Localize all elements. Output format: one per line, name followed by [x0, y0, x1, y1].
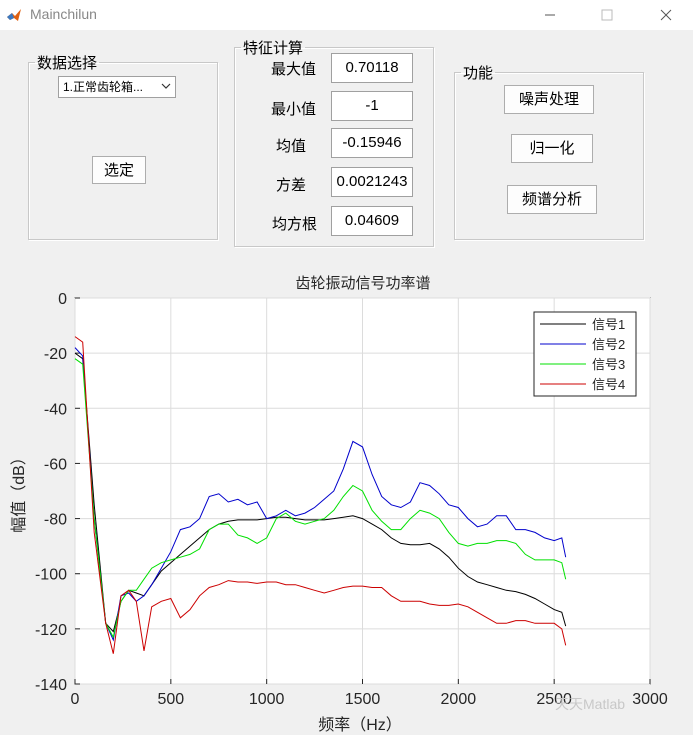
variance-label: 方差	[275, 176, 306, 194]
y-tick-label: -120	[35, 622, 67, 639]
chevron-down-icon	[161, 83, 171, 89]
min-label: 最小值	[270, 100, 316, 118]
legend-label-2: 信号2	[592, 337, 625, 352]
x-tick-label: 2500	[536, 691, 572, 708]
x-tick-label: 1000	[249, 691, 285, 708]
y-tick-label: -80	[44, 512, 67, 529]
y-tick-label: 0	[58, 291, 67, 308]
x-tick-label: 2000	[441, 691, 477, 708]
y-tick-label: -20	[44, 346, 67, 363]
data-dropdown-value: 1.正常齿轮箱...	[63, 80, 144, 94]
mean-label: 均值	[275, 137, 306, 155]
y-tick-label: -40	[44, 401, 67, 418]
series-line-4	[74, 336, 567, 654]
noise-processing-button[interactable]: 噪声处理	[504, 85, 594, 114]
window-title: Mainchilun	[30, 6, 97, 22]
function-panel-title: 功能	[463, 65, 494, 82]
y-tick-label: -100	[35, 567, 67, 584]
maximize-button[interactable]	[584, 0, 630, 30]
spectrum-analysis-button[interactable]: 频谱分析	[507, 185, 597, 214]
x-tick-label: 0	[71, 691, 80, 708]
rms-value-field[interactable]: 0.04609	[331, 206, 413, 236]
feature-panel: 特征计算	[234, 37, 434, 247]
x-tick-label: 1500	[345, 691, 381, 708]
data-selection-panel: 数据选择	[28, 52, 218, 240]
axis-ticks: 0 500 1000 1500 2000 2500 3000 0 -20 -40 -60 -80 -10…	[35, 291, 668, 708]
chart-legend: 信号1 信号2 信号3 信号4	[533, 311, 637, 397]
legend-label-1: 信号1	[592, 317, 625, 332]
normalize-button[interactable]: 归一化	[511, 134, 593, 163]
x-tick-label: 3000	[632, 691, 668, 708]
data-dropdown[interactable]: 1.正常齿轮箱...	[58, 76, 176, 98]
minimize-button[interactable]	[527, 0, 573, 30]
power-spectrum-chart: 齿轮振动信号功率谱 0 500 1000 1500 2000 2500 3000 0 -20 -4…	[10, 275, 668, 734]
data-selection-title: 数据选择	[37, 55, 98, 72]
y-axis-label: 幅值（dB）	[10, 449, 28, 533]
variance-value-field[interactable]: 0.0021243	[331, 167, 413, 197]
select-button[interactable]: 选定	[92, 156, 146, 184]
x-axis-label: 频率（Hz）	[318, 716, 402, 734]
close-icon	[660, 9, 672, 21]
title-bar: Mainchilun	[0, 0, 693, 30]
series-line-2	[74, 347, 567, 642]
y-tick-label: -140	[35, 677, 67, 694]
legend-label-3: 信号3	[592, 357, 625, 372]
legend-label-4: 信号4	[592, 377, 625, 392]
max-label: 最大值	[270, 60, 316, 78]
watermark: 天天Matlab	[555, 696, 626, 712]
function-panel: 功能	[454, 62, 644, 240]
rms-label: 均方根	[271, 215, 317, 233]
mean-value-field[interactable]: -0.15946	[331, 128, 413, 158]
maximize-icon	[601, 9, 613, 21]
close-button[interactable]	[643, 0, 689, 30]
min-value-field[interactable]: -1	[331, 91, 413, 121]
series-lines	[74, 336, 567, 654]
y-tick-label: -60	[44, 456, 67, 473]
series-line-3	[74, 358, 567, 639]
feature-panel-title: 特征计算	[243, 40, 304, 57]
minimize-icon	[545, 14, 555, 16]
max-value-field[interactable]: 0.70118	[331, 53, 413, 83]
matlab-logo-icon	[7, 9, 21, 21]
x-tick-label: 500	[157, 691, 184, 708]
chart-title: 齿轮振动信号功率谱	[295, 275, 430, 292]
